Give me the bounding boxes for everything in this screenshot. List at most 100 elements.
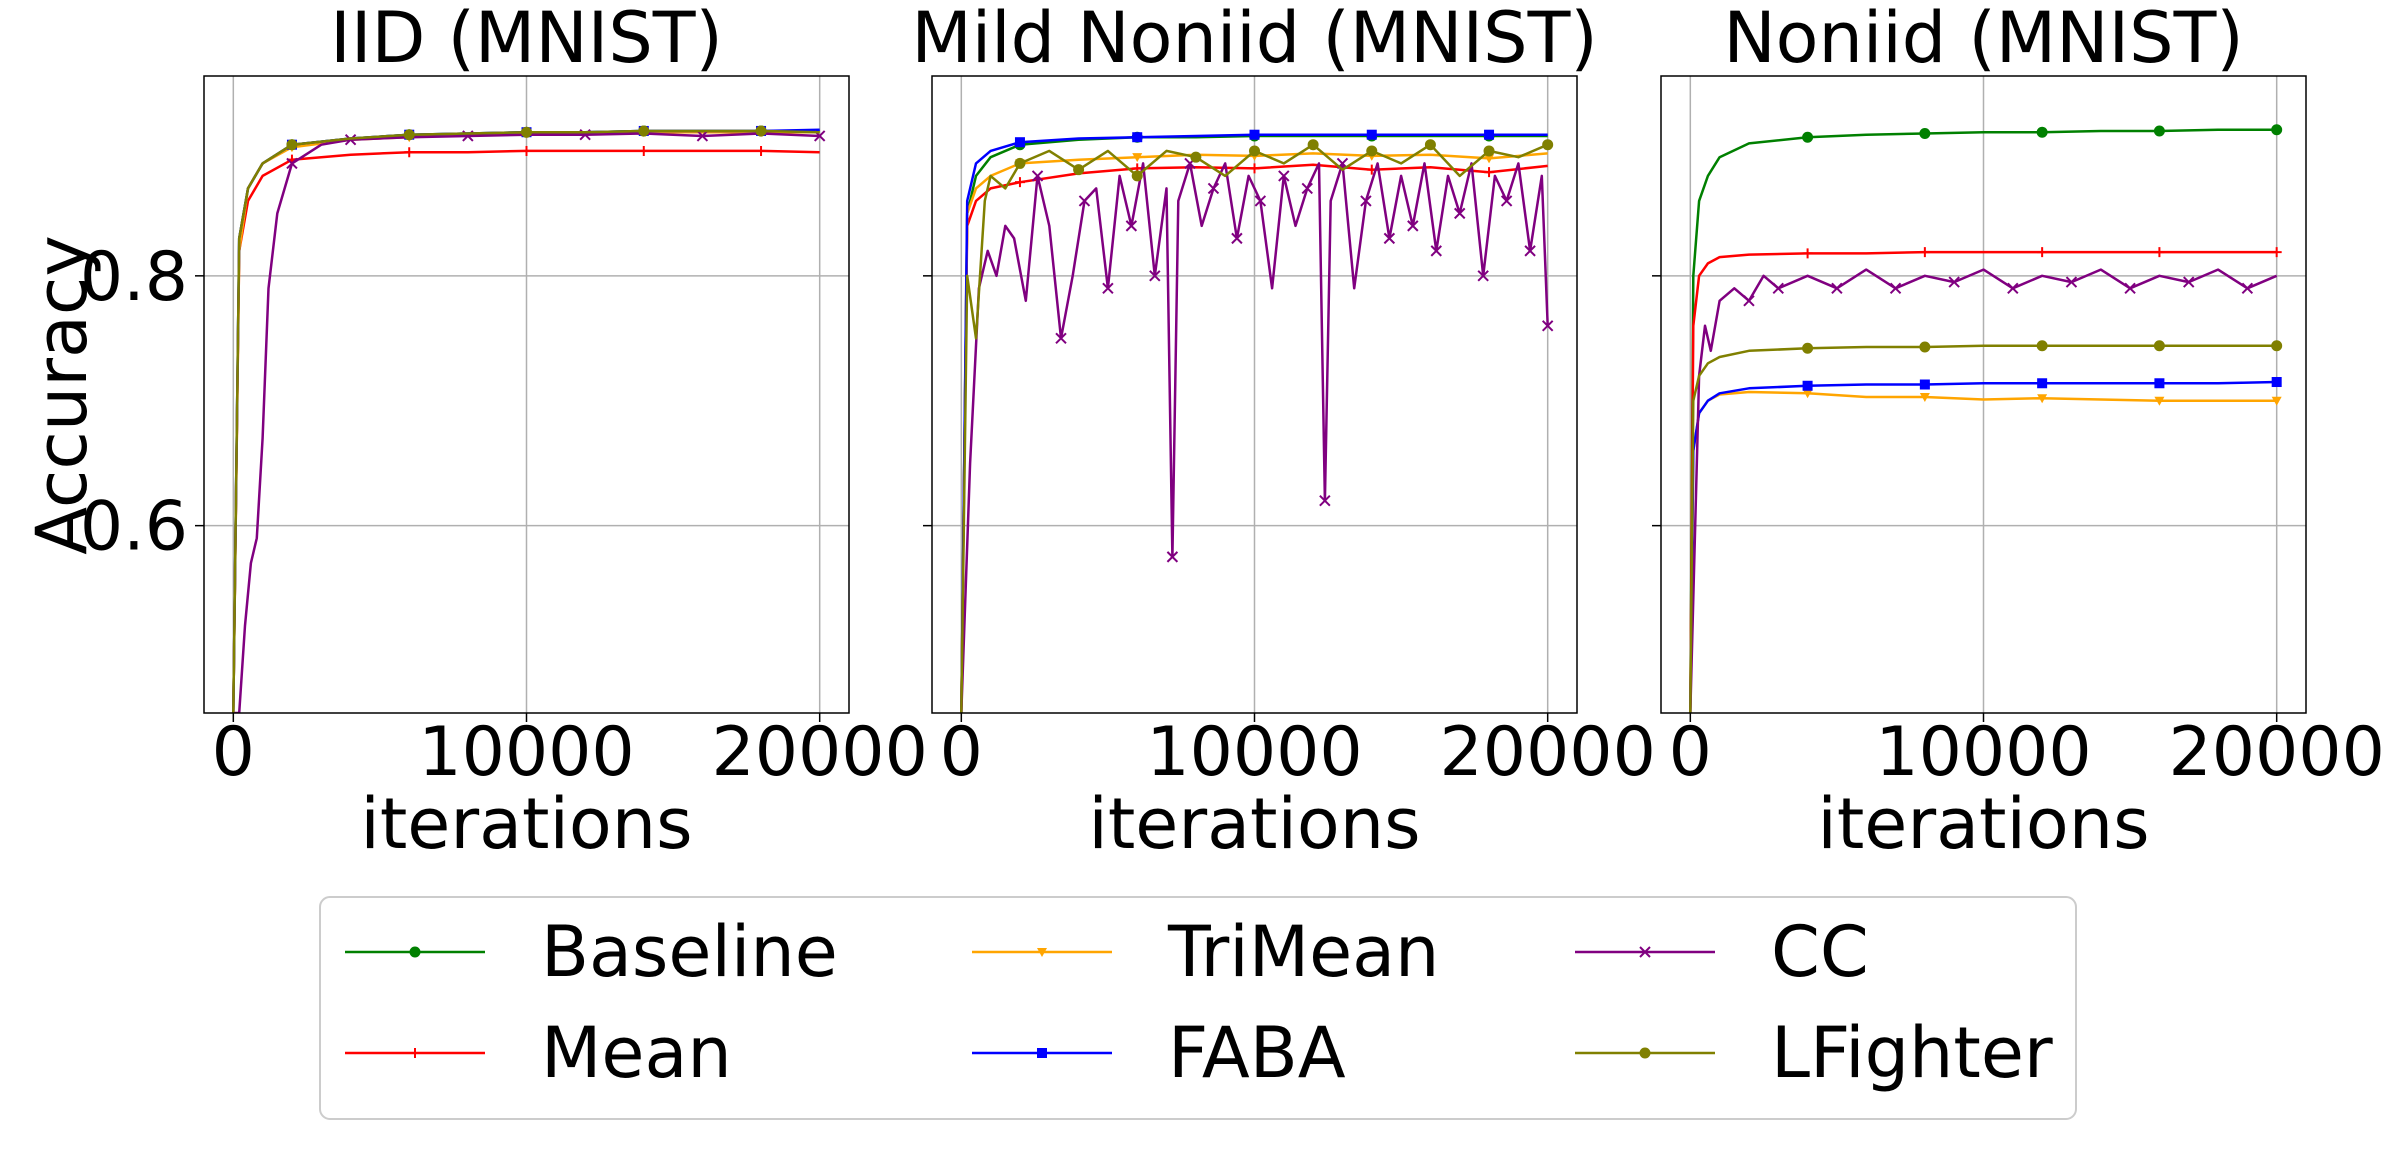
legend-marker (1037, 948, 1047, 957)
x-axis-label: iterations (1088, 783, 1420, 865)
x-tick-label: 20000 (2169, 713, 2385, 792)
series-point-faba (1366, 129, 1377, 140)
series-point-lfighter (286, 139, 298, 151)
series-point-faba (1919, 379, 1930, 390)
series-point-lfighter (2036, 340, 2048, 352)
series-point-cc (1078, 195, 1091, 207)
panels: 0 10000 20000 0.6 0.8 IID (MNIST) iterations 0 1… (80, 0, 2385, 865)
series-point-lfighter (1542, 139, 1554, 151)
series-point-lfighter (1366, 145, 1378, 157)
series-line-cc (960, 162, 1549, 713)
legend-label: Mean (541, 1012, 732, 1094)
series-point-cc (1166, 551, 1179, 563)
series-point-mean (404, 147, 415, 158)
legend-item-cc: CC (1575, 911, 1869, 993)
series-point-cc (2007, 282, 2019, 295)
series-point-lfighter (1483, 145, 1495, 157)
y-axis-label: Accuracy (21, 235, 103, 555)
legend: Baseline Mean TriMean FABA CC LFighter (319, 896, 2077, 1120)
legend-item-faba: FABA (972, 1012, 1346, 1094)
legend-item-mean: Mean (345, 1012, 732, 1094)
legend-label: CC (1771, 911, 1869, 993)
series-point-lfighter (1307, 139, 1319, 151)
series-point-cc (2065, 276, 2078, 288)
series-point-lfighter (1131, 170, 1143, 182)
legend-label: TriMean (1167, 911, 1439, 993)
series-point-faba (2154, 378, 2165, 389)
x-axis-label: iterations (360, 783, 692, 865)
series-point-trimean (2037, 394, 2048, 404)
series-line-baseline (1689, 128, 2277, 713)
series-lines (960, 129, 1554, 713)
series-point-cc (1055, 332, 1067, 345)
series-point-lfighter (403, 129, 415, 141)
series-point-trimean (2154, 396, 2165, 406)
series-point-cc (1102, 282, 1114, 295)
legend-label: Baseline (541, 911, 838, 993)
series-point-mean (1249, 163, 1260, 174)
legend-marker (409, 946, 421, 958)
series-point-mean (521, 145, 532, 156)
series-point-lfighter (1249, 145, 1260, 157)
series-point-lfighter (1424, 139, 1436, 151)
series-point-faba (2037, 378, 2048, 389)
series-point-lfighter (1190, 151, 1202, 163)
series-point-cc (1031, 170, 1044, 182)
series-point-mean (1802, 248, 1813, 259)
series-point-mean (1484, 167, 1495, 178)
y-tick-label: 0.6 (80, 488, 188, 567)
series-point-lfighter (2271, 340, 2283, 352)
series-point-lfighter (2153, 340, 2165, 352)
series-point-cc (1477, 270, 1489, 282)
series-point-trimean (1132, 153, 1143, 163)
series-point-cc (1407, 220, 1419, 232)
series-point-lfighter (1073, 164, 1085, 176)
x-tick-label: 10000 (1875, 713, 2091, 792)
series-point-cc (1278, 170, 1290, 182)
x-tick-label: 10000 (1146, 713, 1362, 792)
series-point-lfighter (1919, 341, 1931, 353)
series-point-cc (1831, 282, 1843, 295)
x-tick-label: 0 (1669, 713, 1712, 792)
series-point-cc (1254, 195, 1267, 207)
series-point-mean (2037, 247, 2048, 258)
legend-label: FABA (1168, 1012, 1346, 1094)
series-point-faba (2271, 377, 2282, 388)
series-lines (1689, 124, 2283, 713)
series-line-mean (1689, 250, 2277, 713)
series-point-mean (2271, 247, 2282, 258)
series-point-cc (1430, 245, 1442, 257)
series-point-cc (1541, 320, 1554, 332)
series-point-cc (1500, 195, 1513, 207)
series-point-cc (2183, 276, 2195, 288)
series-point-mean (638, 145, 649, 156)
series-point-trimean (2271, 396, 2282, 406)
series-line-faba (1689, 380, 2277, 713)
panel-title: Noniid (MNIST) (1723, 0, 2243, 79)
series-line-trimean (960, 152, 1548, 713)
series-point-cc (1207, 182, 1220, 195)
series-point-baseline (2153, 125, 2165, 137)
x-tick-label: 0 (940, 713, 983, 792)
series-point-cc (1383, 232, 1396, 245)
series-point-lfighter (638, 125, 650, 137)
series-point-cc (1360, 195, 1372, 207)
series-point-baseline (1802, 131, 1814, 143)
series-point-cc (1231, 232, 1243, 245)
series-point-faba (1802, 380, 1813, 391)
series-point-baseline (2271, 124, 2283, 136)
series-point-mean (1919, 247, 1930, 258)
panel-2: 0 10000 20000 Mild Noniid (MNIST) iterations (911, 0, 1656, 865)
series-point-cc (1319, 494, 1331, 507)
legend-marker (1639, 946, 1651, 958)
x-axis-label: iterations (1817, 783, 2149, 865)
series-point-cc (1772, 282, 1784, 295)
series-point-cc (286, 157, 298, 170)
series-point-lfighter (521, 126, 532, 138)
series-line-faba (960, 133, 1548, 713)
series-point-cc (1889, 282, 1902, 295)
series-point-lfighter (755, 125, 767, 137)
panel-3: 0 10000 20000 Noniid (MNIST) iterations (1652, 0, 2385, 865)
series-point-lfighter (1802, 342, 1814, 354)
